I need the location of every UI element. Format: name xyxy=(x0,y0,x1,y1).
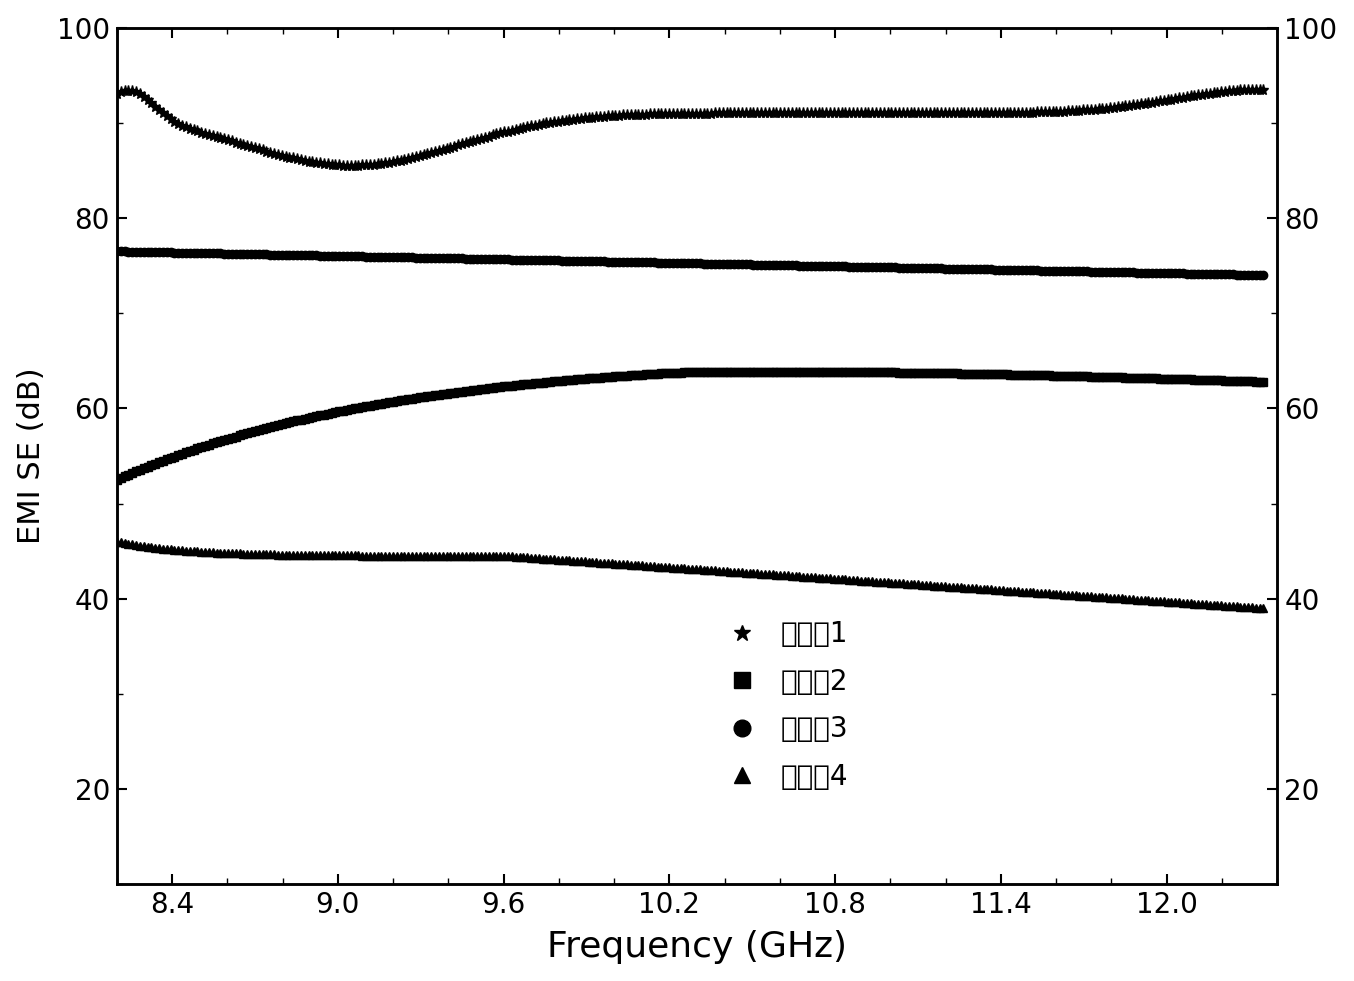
实施例3 xyxy=(112,245,129,257)
Line: 实施例2: 实施例2 xyxy=(112,368,1267,484)
实施例1 xyxy=(1152,95,1169,107)
实施例1 xyxy=(343,160,359,172)
X-axis label: Frequency (GHz): Frequency (GHz) xyxy=(547,930,848,964)
实施例4 xyxy=(1255,602,1271,614)
Line: 实施例1: 实施例1 xyxy=(111,84,1269,172)
实施例4 xyxy=(791,570,807,582)
实施例3 xyxy=(811,260,827,272)
实施例4 xyxy=(108,536,125,547)
实施例2 xyxy=(1079,371,1095,383)
实施例4 xyxy=(1075,590,1091,601)
实施例3 xyxy=(1148,267,1164,279)
实施例2 xyxy=(795,366,811,378)
实施例4 xyxy=(112,537,129,548)
实施例2 xyxy=(108,474,125,486)
实施例2 xyxy=(112,472,129,484)
实施例3 xyxy=(791,260,807,272)
实施例2 xyxy=(814,366,830,378)
实施例2 xyxy=(776,366,792,378)
实施例1 xyxy=(814,108,830,120)
实施例2 xyxy=(791,366,807,378)
实施例1 xyxy=(112,86,129,98)
实施例2 xyxy=(1255,376,1271,387)
Line: 实施例3: 实施例3 xyxy=(112,247,1267,280)
实施例1 xyxy=(1079,104,1095,116)
实施例4 xyxy=(1148,594,1164,606)
实施例3 xyxy=(788,260,804,272)
实施例4 xyxy=(788,570,804,582)
Y-axis label: EMI SE (dB): EMI SE (dB) xyxy=(16,368,46,544)
实施例1 xyxy=(795,108,811,120)
实施例3 xyxy=(1075,266,1091,278)
Legend: 实施例1, 实施例2, 实施例3, 实施例4: 实施例1, 实施例2, 实施例3, 实施例4 xyxy=(720,609,860,801)
实施例3 xyxy=(108,245,125,257)
实施例1 xyxy=(791,108,807,120)
实施例2 xyxy=(1152,373,1169,385)
实施例1 xyxy=(1255,83,1271,95)
实施例4 xyxy=(811,572,827,584)
实施例3 xyxy=(1255,269,1271,281)
Line: 实施例4: 实施例4 xyxy=(112,538,1267,612)
实施例1 xyxy=(108,88,125,100)
